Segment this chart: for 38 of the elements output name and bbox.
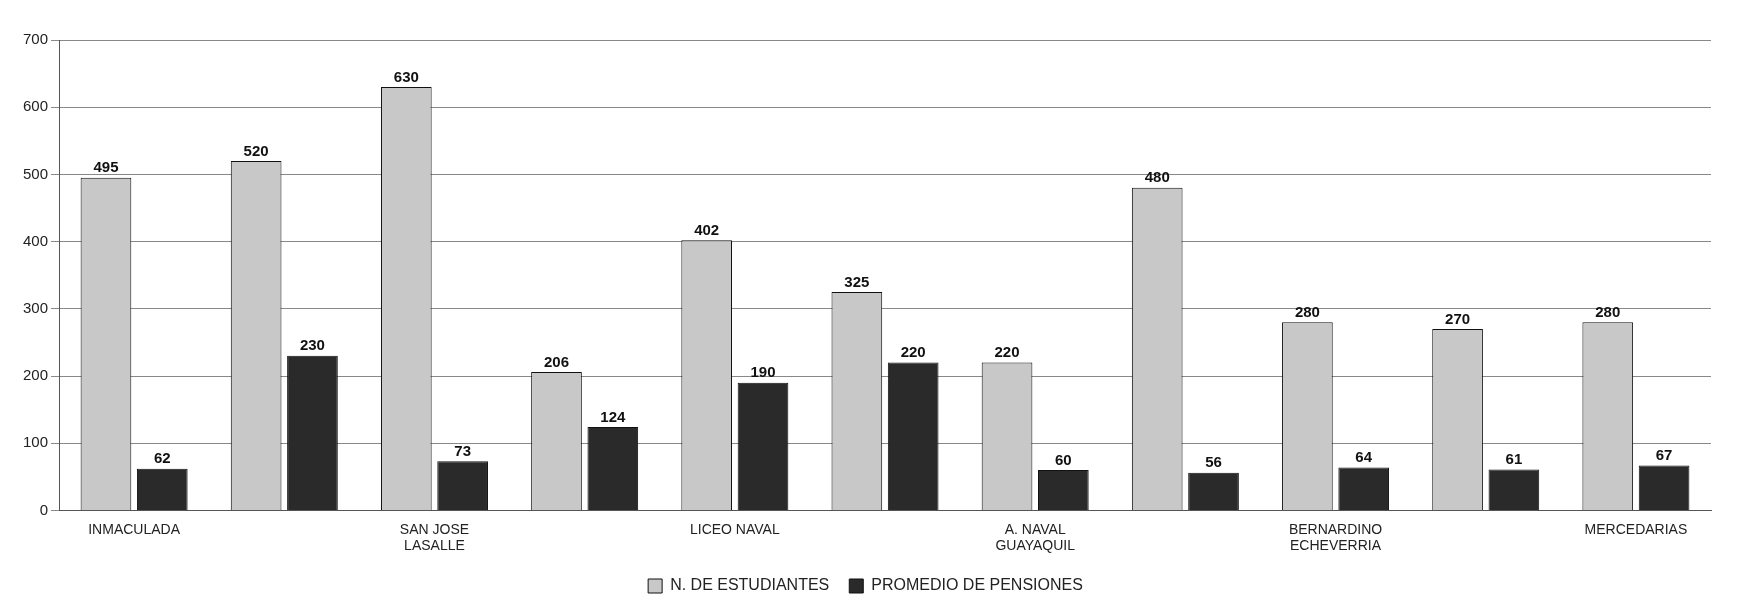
x-tick-label: INMACULADA (88, 520, 181, 537)
data-label: 270 (1445, 309, 1471, 327)
y-tick-label: 500 (23, 164, 49, 182)
data-label: 402 (694, 220, 720, 238)
data-label: 520 (243, 141, 269, 159)
x-tick-label: MERCEDARIAS (1584, 520, 1688, 537)
data-label: 190 (750, 363, 776, 381)
y-tick-label: 100 (23, 433, 49, 451)
y-tick-label: 400 (23, 231, 49, 249)
x-tick-label: SAN JOSE LASALLE (399, 520, 470, 554)
data-label: 220 (900, 343, 926, 361)
y-tick-label: 600 (23, 97, 49, 115)
data-label: 67 (1655, 446, 1673, 464)
legend-label: PROMEDIO DE PENSIONES (871, 576, 1083, 594)
data-label: 73 (454, 441, 471, 459)
data-label: 64 (1355, 448, 1373, 466)
data-label: 62 (153, 449, 171, 467)
x-tick-label: BERNARDINO ECHEVERRIA (1288, 520, 1383, 554)
y-tick-label: 700 (23, 30, 49, 48)
data-label: 230 (299, 336, 325, 354)
x-tick-label: A. NAVAL GUAYAQUIL (995, 520, 1076, 554)
data-label: 61 (1505, 450, 1523, 468)
data-label: 220 (994, 343, 1020, 361)
data-label: 124 (600, 407, 626, 425)
data-label: 495 (93, 158, 119, 176)
data-label: 630 (393, 67, 419, 85)
data-label: 480 (1144, 168, 1170, 186)
data-label: 280 (1294, 302, 1320, 320)
y-tick-label: 200 (23, 366, 49, 384)
data-label: 280 (1595, 302, 1621, 320)
y-tick-label: 300 (23, 298, 49, 316)
data-label: 60 (1055, 450, 1072, 468)
x-tick-label: LICEO NAVAL (689, 520, 780, 537)
y-tick-label: 0 (39, 500, 49, 518)
data-label: 325 (844, 272, 870, 290)
legend-label: N. DE ESTUDIANTES (670, 576, 830, 594)
data-label: 206 (543, 352, 570, 370)
data-label: 56 (1205, 453, 1222, 471)
